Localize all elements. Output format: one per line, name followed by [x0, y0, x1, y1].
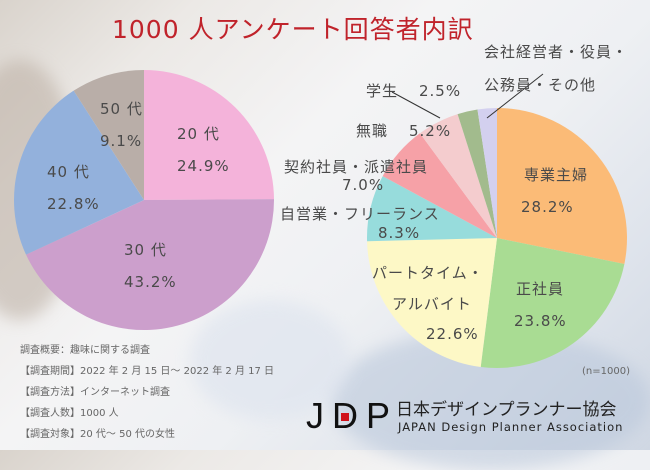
label-30s-name: 30 代 [124, 241, 167, 259]
logo-name-en: JAPAN Design Planner Association [398, 420, 624, 434]
pie-slice [14, 90, 145, 255]
label-parttime-name2: アルバイト [392, 295, 472, 313]
chart-title: 1000 人アンケート回答者内訳 [112, 15, 474, 44]
label-contract-pct: 7.0% [342, 176, 385, 194]
pie-slice [480, 238, 625, 369]
label-fulltime-pct: 23.8% [514, 312, 567, 330]
pie-slice [26, 199, 275, 330]
pie-slice [367, 238, 497, 367]
logo-mark: JDP [306, 395, 399, 436]
label-selfemployed-pct: 8.3% [378, 224, 421, 242]
age-pie-chart [14, 70, 275, 330]
pie-slice [382, 133, 497, 238]
survey-method: 【調査方法】インターネット調査 [20, 387, 170, 398]
label-selfemployed-name: 自営業・フリーランス [280, 205, 440, 223]
label-unemployed-pct: 5.2% [409, 122, 452, 140]
survey-info: 調査概要：趣味に関する調査 【調査期間】2022 年 2 月 15 日～ 202… [20, 340, 274, 445]
label-student-name: 学生 [366, 82, 399, 100]
logo-red-square-icon [341, 413, 349, 421]
label-parttime-name1: パートタイム・ [372, 264, 484, 282]
pie-slice [144, 70, 274, 200]
survey-period: 【調査期間】2022 年 2 月 15 日～ 2022 年 2 月 17 日 [20, 366, 275, 377]
label-fulltime-name: 正社員 [516, 280, 565, 298]
label-student-pct: 2.5% [419, 82, 462, 100]
label-40s-pct: 22.8% [47, 195, 100, 213]
pie-charts [14, 70, 628, 369]
label-40s-name: 40 代 [47, 163, 90, 181]
label-20s-name: 20 代 [177, 125, 220, 143]
label-housewife-name: 専業主婦 [524, 166, 589, 184]
pie-slice [497, 108, 628, 264]
label-50s-pct: 9.1% [100, 132, 143, 150]
label-contract-name: 契約社員・派遣社員 [284, 158, 429, 176]
survey-count: 【調査人数】1000 人 [20, 408, 119, 419]
other-leader-line [486, 73, 544, 119]
label-30s-pct: 43.2% [124, 273, 177, 291]
label-20s-pct: 24.9% [177, 157, 230, 175]
label-other-name2: 公務員・その他 [484, 76, 597, 94]
label-other-name1: 会社経営者・役員・ [484, 43, 629, 61]
pie-slice [457, 109, 497, 238]
background-photo-fabric-left [190, 300, 350, 420]
logo-name-jp: 日本デザインプランナー協会 [396, 400, 617, 420]
student-leader-line [391, 91, 441, 119]
label-housewife-pct: 28.2% [521, 198, 574, 216]
survey-target: 【調査対象】20 代～ 50 代の女性 [20, 429, 175, 440]
pie-slice [73, 70, 144, 200]
label-unemployed-name: 無職 [356, 122, 389, 140]
pie-slice [419, 114, 497, 238]
label-50s-name: 50 代 [100, 100, 143, 118]
pie-slice [366, 176, 497, 242]
pie-slice [477, 108, 497, 238]
label-parttime-pct: 22.6% [426, 325, 479, 343]
occupation-pie-chart [366, 108, 628, 369]
survey-summary: 調査概要：趣味に関する調査 [20, 345, 150, 356]
sample-size-note: (n=1000) [582, 366, 630, 377]
